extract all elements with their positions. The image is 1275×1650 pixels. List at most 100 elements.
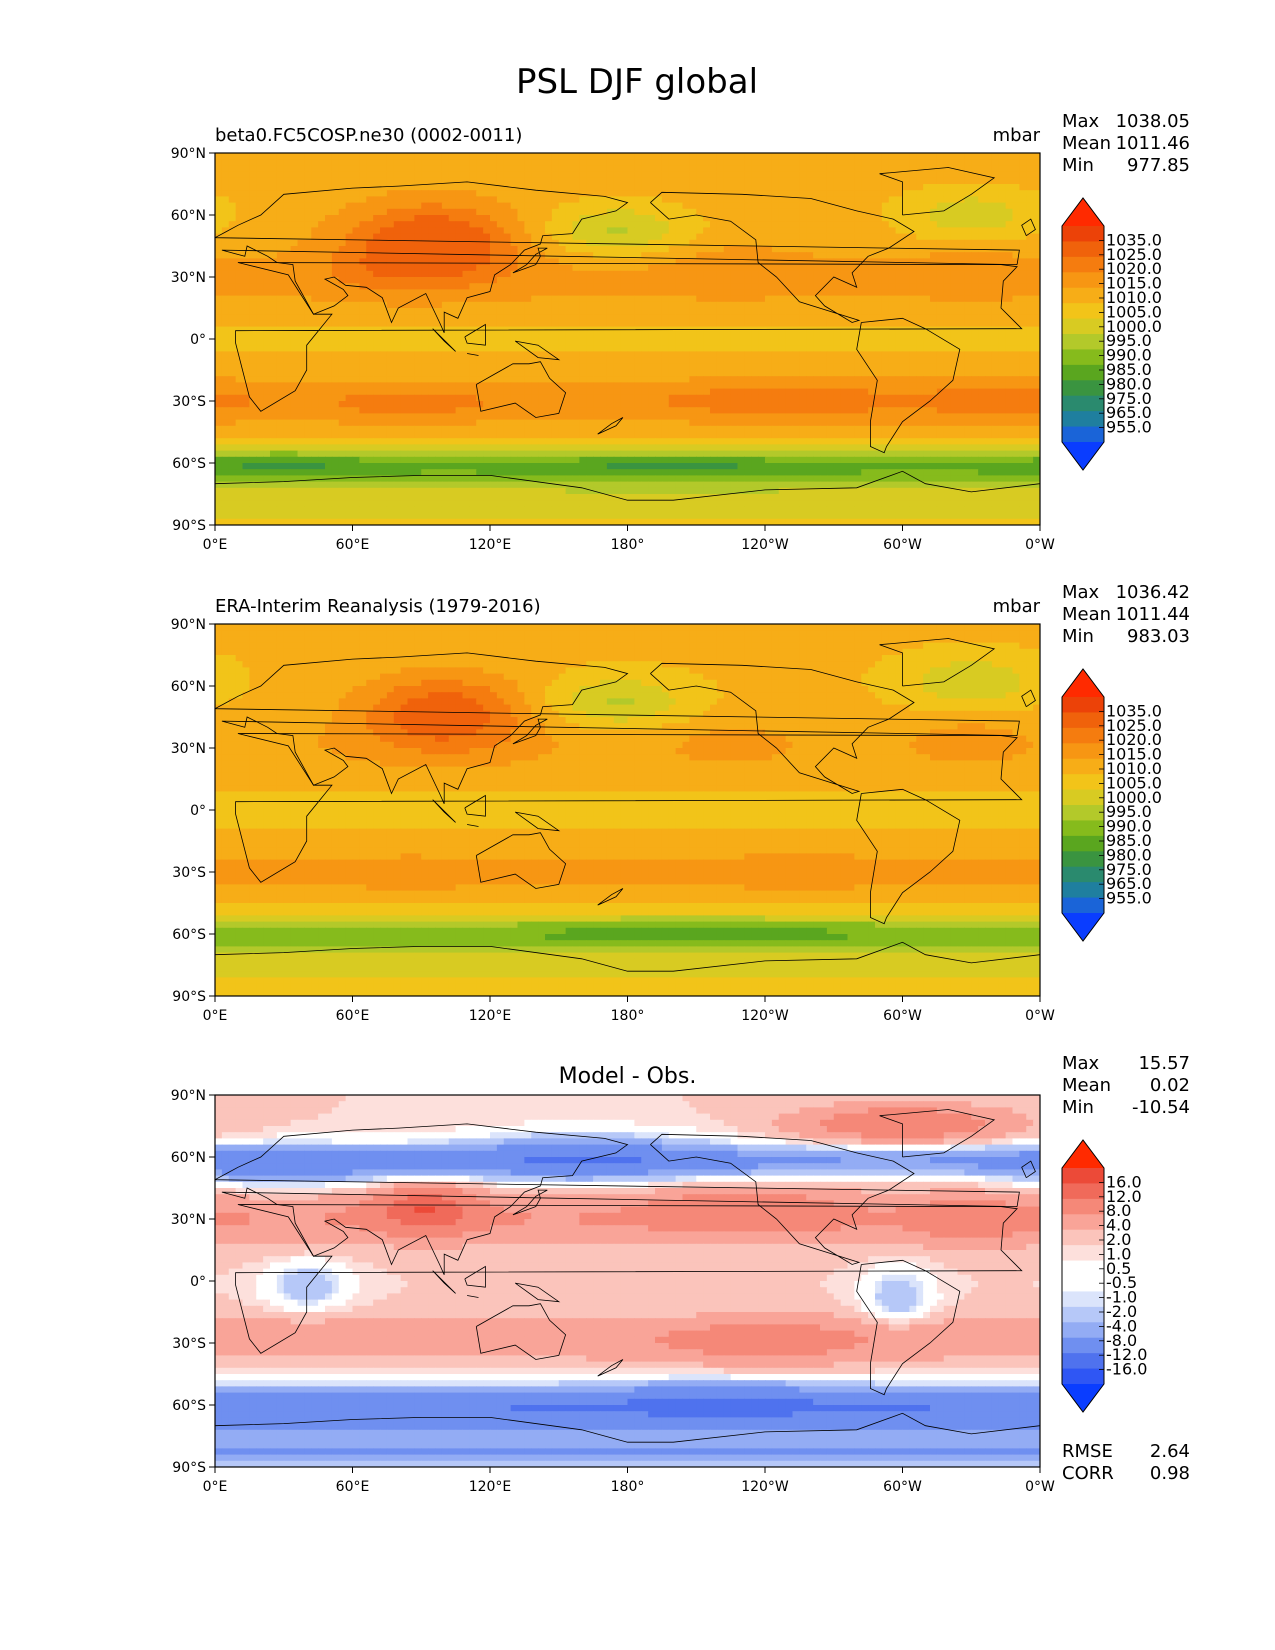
field-cell bbox=[235, 351, 244, 359]
field-cell bbox=[978, 252, 986, 259]
field-cell bbox=[730, 314, 739, 321]
field-cell bbox=[620, 345, 629, 352]
field-cell bbox=[331, 221, 340, 228]
field-cell bbox=[641, 215, 649, 222]
field-cell bbox=[696, 357, 704, 365]
field-cell bbox=[840, 339, 849, 346]
field-cell bbox=[854, 221, 862, 228]
field-cell bbox=[373, 258, 381, 266]
field-cell bbox=[854, 208, 862, 216]
field-cell bbox=[888, 401, 897, 408]
field-cell bbox=[909, 283, 917, 290]
field-cell bbox=[331, 326, 340, 334]
field-cell bbox=[407, 407, 415, 414]
field-cell bbox=[923, 215, 931, 222]
field-cell bbox=[263, 326, 271, 334]
field-cell bbox=[215, 363, 223, 371]
field-cell bbox=[476, 233, 484, 241]
field-cell bbox=[943, 382, 952, 390]
field-cell bbox=[703, 215, 711, 222]
field-cell bbox=[833, 252, 842, 259]
field-cell bbox=[263, 227, 271, 235]
field-cell bbox=[916, 239, 924, 247]
field-cell bbox=[455, 351, 464, 359]
field-cell bbox=[235, 301, 244, 309]
field-cell bbox=[263, 345, 271, 352]
field-cell bbox=[875, 326, 883, 334]
field-cell bbox=[744, 159, 752, 166]
field-cell bbox=[297, 339, 305, 346]
field-cell bbox=[778, 283, 787, 290]
field-cell bbox=[386, 202, 395, 210]
field-cell bbox=[716, 171, 725, 179]
field-cell bbox=[551, 370, 560, 377]
field-cell bbox=[256, 171, 264, 179]
field-cell bbox=[909, 388, 917, 396]
field-cell bbox=[297, 394, 305, 402]
field-cell bbox=[593, 394, 601, 402]
field-cell bbox=[847, 165, 855, 173]
field-cell bbox=[386, 252, 395, 259]
field-cell bbox=[778, 326, 787, 334]
field-cell bbox=[393, 320, 402, 328]
field-cell bbox=[455, 153, 464, 160]
field-cell bbox=[971, 339, 979, 346]
field-cell bbox=[978, 339, 986, 346]
field-cell bbox=[414, 153, 422, 160]
field-cell bbox=[551, 407, 560, 414]
field-cell bbox=[648, 177, 656, 185]
field-cell bbox=[235, 190, 244, 197]
field-cell bbox=[861, 159, 869, 166]
field-cell bbox=[1019, 394, 1027, 402]
field-cell bbox=[428, 339, 436, 346]
field-cell bbox=[930, 376, 938, 383]
field-cell bbox=[998, 351, 1007, 359]
field-cell bbox=[675, 177, 684, 185]
field-cell bbox=[503, 177, 512, 185]
field-cell bbox=[861, 264, 869, 272]
field-cell bbox=[723, 171, 732, 179]
field-cell bbox=[744, 326, 752, 334]
field-cell bbox=[600, 165, 608, 173]
field-cell bbox=[572, 215, 580, 222]
field-cell bbox=[703, 258, 711, 266]
field-cell bbox=[847, 283, 855, 290]
field-cell bbox=[407, 239, 415, 247]
field-cell bbox=[469, 239, 477, 247]
field-cell bbox=[923, 339, 931, 346]
field-cell bbox=[916, 289, 924, 297]
field-cell bbox=[483, 339, 491, 346]
field-cell bbox=[297, 171, 305, 179]
field-cell bbox=[737, 159, 745, 166]
field-cell bbox=[359, 277, 367, 284]
field-cell bbox=[771, 221, 780, 228]
field-cell bbox=[1005, 177, 1014, 185]
field-cell bbox=[847, 320, 855, 328]
field-cell bbox=[572, 171, 580, 179]
field-cell bbox=[1005, 314, 1014, 321]
field-cell bbox=[572, 339, 580, 346]
field-cell bbox=[895, 196, 904, 204]
field-cell bbox=[221, 215, 230, 222]
field-cell bbox=[469, 159, 477, 166]
field-cell bbox=[854, 277, 862, 284]
field-cell bbox=[964, 351, 972, 359]
field-cell bbox=[538, 196, 546, 204]
field-cell bbox=[675, 196, 684, 204]
field-cell bbox=[765, 320, 773, 328]
field-cell bbox=[373, 376, 381, 383]
field-cell bbox=[572, 153, 580, 160]
field-cell bbox=[716, 363, 725, 371]
field-cell bbox=[696, 171, 704, 179]
field-cell bbox=[689, 277, 697, 284]
field-cell bbox=[441, 382, 450, 390]
field-cell bbox=[799, 363, 807, 371]
field-cell bbox=[407, 363, 415, 371]
field-cell bbox=[228, 264, 237, 272]
field-cell bbox=[930, 190, 938, 197]
field-cell bbox=[263, 407, 271, 414]
field-cell bbox=[531, 339, 539, 346]
field-cell bbox=[380, 177, 388, 185]
field-cell bbox=[620, 363, 629, 371]
field-cell bbox=[689, 388, 697, 396]
